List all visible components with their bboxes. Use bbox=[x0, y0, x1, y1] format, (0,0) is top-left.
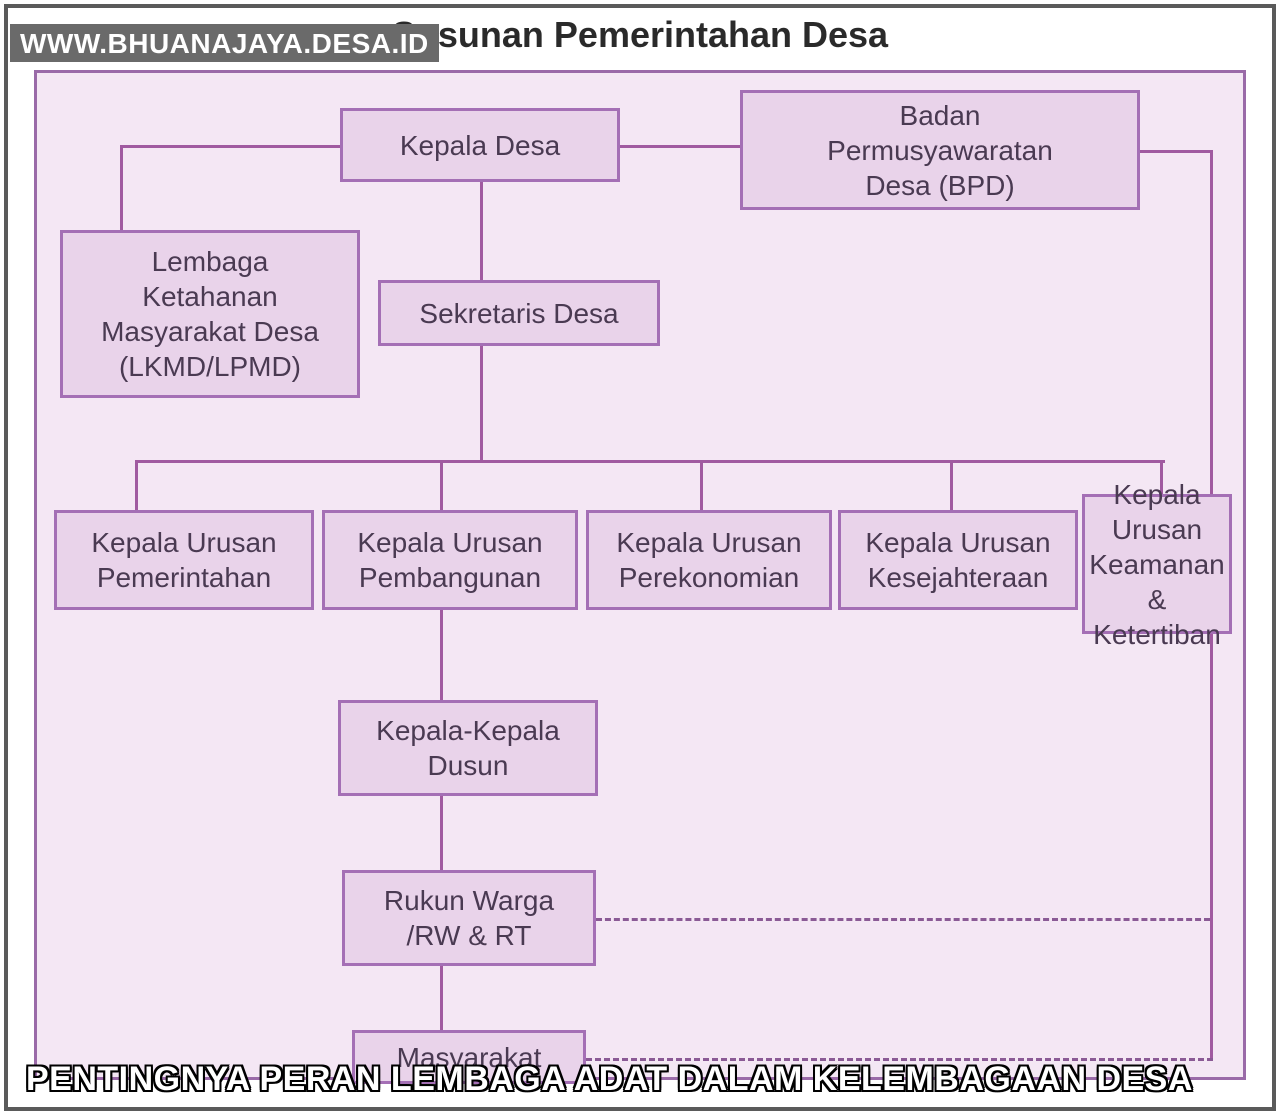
node-ku-perekonomian: Kepala UrusanPerekonomian bbox=[586, 510, 832, 610]
watermark-url: WWW.BHUANAJAYA.DESA.ID bbox=[10, 24, 439, 62]
node-label: Kepala UrusanPerekonomian bbox=[616, 525, 801, 595]
node-label: Kepala UrusanPembangunan bbox=[357, 525, 542, 595]
edge bbox=[480, 346, 483, 460]
node-ku-pemerintahan: Kepala UrusanPemerintahan bbox=[54, 510, 314, 610]
node-label: BadanPermusyawaratanDesa (BPD) bbox=[827, 98, 1053, 203]
node-label: Kepala UrusanPemerintahan bbox=[91, 525, 276, 595]
node-kepala-dusun: Kepala-KepalaDusun bbox=[338, 700, 598, 796]
caption-text: PENTINGNYA PERAN LEMBAGA ADAT DALAM KELE… bbox=[26, 1060, 1193, 1099]
edge bbox=[480, 182, 483, 280]
edge bbox=[440, 610, 443, 700]
node-label: Kepala UrusanKesejahteraan bbox=[865, 525, 1050, 595]
node-label: Kepala-KepalaDusun bbox=[376, 713, 560, 783]
edge bbox=[950, 460, 953, 510]
edge bbox=[620, 145, 740, 148]
node-bpd: BadanPermusyawaratanDesa (BPD) bbox=[740, 90, 1140, 210]
node-ku-kesejahteraan: Kepala UrusanKesejahteraan bbox=[838, 510, 1078, 610]
node-rw-rt: Rukun Warga/RW & RT bbox=[342, 870, 596, 966]
edge bbox=[596, 918, 1210, 921]
node-label: LembagaKetahananMasyarakat Desa(LKMD/LPM… bbox=[101, 244, 319, 384]
edge bbox=[700, 460, 703, 510]
node-kepala-desa: Kepala Desa bbox=[340, 108, 620, 182]
edge bbox=[120, 145, 123, 230]
node-sekretaris: Sekretaris Desa bbox=[378, 280, 660, 346]
edge bbox=[120, 145, 340, 148]
edge bbox=[135, 460, 1165, 463]
edge bbox=[1140, 150, 1210, 153]
node-ku-keamanan: Kepala UrusanKeamanan& Ketertiban bbox=[1082, 494, 1232, 634]
node-ku-pembangunan: Kepala UrusanPembangunan bbox=[322, 510, 578, 610]
node-label: Kepala UrusanKeamanan& Ketertiban bbox=[1089, 477, 1224, 652]
node-label: Kepala Desa bbox=[400, 128, 560, 163]
edge bbox=[440, 966, 443, 1030]
node-lkmd: LembagaKetahananMasyarakat Desa(LKMD/LPM… bbox=[60, 230, 360, 398]
edge bbox=[135, 460, 138, 510]
edge bbox=[440, 460, 443, 510]
node-label: Sekretaris Desa bbox=[419, 296, 618, 331]
edge bbox=[440, 796, 443, 870]
node-label: Rukun Warga/RW & RT bbox=[384, 883, 554, 953]
